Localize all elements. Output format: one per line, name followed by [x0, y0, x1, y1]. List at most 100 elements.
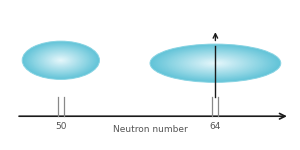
Ellipse shape — [210, 62, 220, 65]
Ellipse shape — [188, 55, 243, 71]
Ellipse shape — [193, 57, 238, 70]
Ellipse shape — [155, 46, 275, 81]
Ellipse shape — [26, 43, 96, 78]
Ellipse shape — [189, 56, 242, 71]
Ellipse shape — [171, 50, 260, 76]
Ellipse shape — [58, 59, 63, 61]
Ellipse shape — [34, 47, 87, 73]
Ellipse shape — [164, 48, 266, 78]
Ellipse shape — [162, 48, 269, 79]
Ellipse shape — [48, 54, 74, 67]
Ellipse shape — [173, 51, 257, 75]
Ellipse shape — [28, 44, 94, 77]
Ellipse shape — [41, 50, 81, 70]
Ellipse shape — [38, 49, 84, 72]
Ellipse shape — [22, 41, 100, 79]
Ellipse shape — [58, 59, 64, 62]
Ellipse shape — [178, 52, 253, 74]
Ellipse shape — [182, 53, 249, 73]
Ellipse shape — [32, 46, 90, 75]
Ellipse shape — [194, 57, 236, 69]
Ellipse shape — [185, 54, 245, 72]
Ellipse shape — [57, 58, 65, 62]
Ellipse shape — [53, 56, 69, 64]
Ellipse shape — [202, 59, 229, 67]
Text: 50: 50 — [55, 122, 67, 131]
Ellipse shape — [200, 59, 231, 68]
Ellipse shape — [38, 49, 83, 71]
Ellipse shape — [50, 55, 72, 66]
Ellipse shape — [150, 44, 281, 82]
Ellipse shape — [60, 60, 61, 61]
Ellipse shape — [59, 60, 62, 61]
Ellipse shape — [30, 45, 92, 76]
Ellipse shape — [25, 43, 96, 78]
Ellipse shape — [157, 46, 274, 80]
Ellipse shape — [49, 54, 73, 66]
Ellipse shape — [214, 63, 217, 64]
Ellipse shape — [40, 50, 82, 71]
Ellipse shape — [183, 54, 248, 73]
Ellipse shape — [179, 52, 252, 74]
Ellipse shape — [160, 47, 270, 79]
Ellipse shape — [153, 45, 278, 82]
Ellipse shape — [198, 58, 232, 68]
Ellipse shape — [151, 44, 280, 82]
Text: 64: 64 — [210, 122, 221, 131]
Ellipse shape — [209, 61, 222, 65]
Ellipse shape — [23, 42, 99, 79]
Ellipse shape — [168, 50, 262, 77]
Ellipse shape — [55, 57, 67, 63]
Ellipse shape — [51, 55, 71, 65]
Ellipse shape — [184, 54, 247, 72]
Ellipse shape — [172, 51, 259, 76]
Ellipse shape — [180, 53, 251, 74]
Ellipse shape — [197, 58, 234, 69]
Ellipse shape — [32, 46, 89, 74]
Ellipse shape — [196, 57, 235, 69]
Ellipse shape — [33, 46, 89, 74]
Ellipse shape — [56, 58, 66, 63]
Ellipse shape — [169, 50, 261, 77]
Ellipse shape — [56, 58, 65, 63]
Ellipse shape — [208, 61, 223, 66]
Ellipse shape — [31, 45, 91, 75]
Ellipse shape — [45, 52, 77, 68]
Ellipse shape — [25, 42, 97, 78]
Ellipse shape — [204, 60, 227, 67]
Ellipse shape — [201, 59, 230, 68]
Ellipse shape — [206, 61, 224, 66]
Ellipse shape — [42, 51, 80, 69]
Ellipse shape — [52, 56, 70, 65]
Ellipse shape — [47, 53, 75, 67]
Ellipse shape — [166, 49, 265, 78]
Ellipse shape — [213, 62, 218, 64]
Ellipse shape — [46, 53, 76, 68]
Ellipse shape — [176, 52, 255, 75]
Ellipse shape — [44, 52, 78, 69]
Ellipse shape — [190, 56, 240, 70]
Ellipse shape — [187, 55, 244, 72]
Ellipse shape — [35, 48, 86, 73]
Ellipse shape — [192, 56, 239, 70]
Ellipse shape — [167, 49, 264, 77]
Ellipse shape — [45, 53, 76, 68]
Ellipse shape — [163, 48, 268, 79]
Ellipse shape — [43, 51, 79, 69]
Ellipse shape — [52, 56, 69, 64]
Ellipse shape — [36, 48, 86, 73]
Ellipse shape — [27, 44, 95, 77]
Ellipse shape — [175, 51, 256, 75]
Ellipse shape — [34, 47, 88, 74]
Ellipse shape — [39, 50, 82, 71]
Ellipse shape — [28, 44, 93, 76]
Text: Neutron number: Neutron number — [112, 125, 188, 134]
Ellipse shape — [154, 45, 277, 81]
Ellipse shape — [29, 45, 92, 76]
Ellipse shape — [158, 46, 273, 80]
Ellipse shape — [54, 57, 68, 64]
Ellipse shape — [37, 48, 85, 72]
Ellipse shape — [159, 47, 272, 80]
Ellipse shape — [49, 55, 72, 66]
Ellipse shape — [24, 42, 98, 79]
